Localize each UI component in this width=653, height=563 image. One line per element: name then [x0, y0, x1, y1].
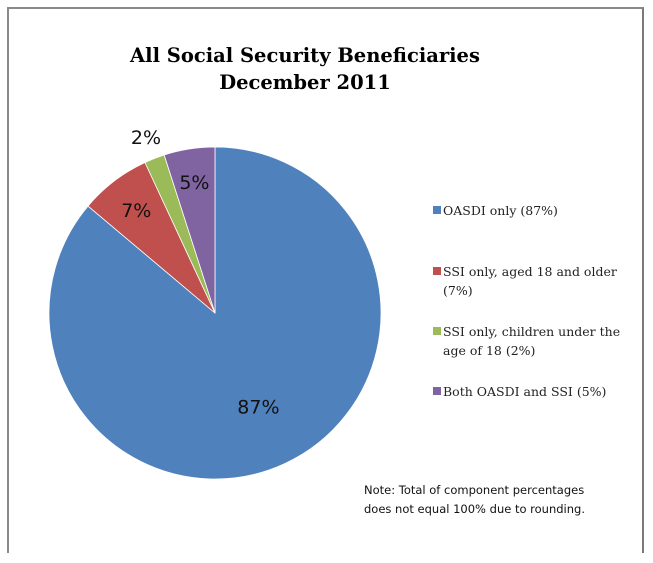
- legend-label: Both OASDI and SSI (5%): [443, 384, 607, 399]
- legend-swatch: [433, 327, 441, 335]
- legend-swatch: [433, 267, 441, 275]
- legend: OASDI only (87%) SSI only, aged 18 and o…: [433, 201, 633, 423]
- legend-label: SSI only, children under the age of 18 (…: [443, 324, 621, 358]
- chart-title-line1: All Social Security Beneficiaries: [130, 44, 480, 67]
- pie-slice: [163, 146, 216, 314]
- slice-data-label: 5%: [179, 172, 209, 194]
- legend-item-ssi-adult: SSI only, aged 18 and older (7%): [433, 262, 633, 300]
- chart-subtitle: December 2011: [219, 71, 391, 94]
- slice-data-label: 2%: [131, 127, 161, 149]
- legend-item-both: Both OASDI and SSI (5%): [433, 382, 633, 401]
- legend-label: OASDI only (87%): [443, 203, 558, 218]
- footnote: Note: Total of component percentages doe…: [364, 481, 634, 519]
- legend-swatch: [433, 387, 441, 395]
- footnote-line: Note: Total of component percentages: [364, 483, 585, 497]
- legend-label: SSI only, aged 18 and older (7%): [443, 264, 617, 298]
- legend-swatch: [433, 206, 441, 214]
- slice-data-label: 7%: [121, 200, 151, 222]
- footnote-line: does not equal 100% due to rounding.: [364, 502, 585, 516]
- legend-item-oasdi: OASDI only (87%): [433, 201, 633, 220]
- chart-title: All Social Security Beneficiaries Decemb…: [100, 42, 510, 96]
- legend-item-ssi-children: SSI only, children under the age of 18 (…: [433, 322, 633, 360]
- slice-data-label: 87%: [237, 396, 279, 418]
